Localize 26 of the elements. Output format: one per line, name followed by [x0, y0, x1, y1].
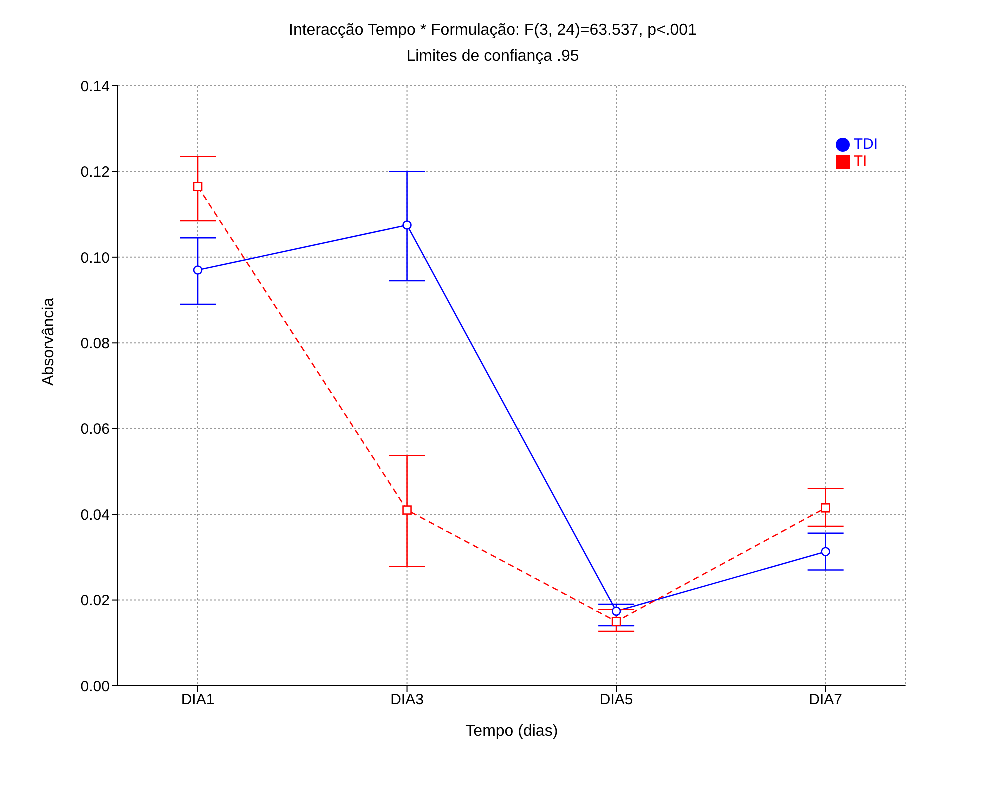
x-tick-label: DIA7 [809, 692, 843, 709]
x-axis-title: Tempo (dias) [466, 723, 558, 740]
y-tick-label: 0.04 [80, 506, 110, 524]
y-tick-label: 0.06 [80, 421, 110, 438]
point [193, 266, 203, 275]
y-tick-label: 0.12 [80, 164, 110, 182]
point [612, 617, 622, 626]
y-tick-label: 0.14 [80, 78, 110, 96]
point [402, 506, 412, 515]
y-tick-label: 0.02 [80, 592, 110, 610]
legend-label: TI [854, 153, 868, 170]
x-tick-label: DIA1 [181, 692, 215, 709]
y-tick-label: 0.00 [80, 678, 110, 696]
chart-subtitle: Limites de confiança .95 [406, 47, 580, 66]
legend-label: TDI [854, 136, 878, 153]
y-tick-label: 0.08 [80, 335, 110, 352]
x-tick-label: DIA5 [600, 692, 634, 709]
y-axis-title: Absorvância [40, 298, 58, 386]
point [821, 547, 830, 557]
x-tick-label: DIA3 [390, 692, 424, 709]
y-tick-label: 0.10 [80, 250, 110, 267]
point [193, 182, 203, 192]
chart-title: Interacção Tempo * Formulação: F(3, 24)=63.537, p<.001 [288, 21, 698, 40]
point [821, 503, 830, 513]
point [402, 220, 412, 230]
point [612, 606, 622, 616]
